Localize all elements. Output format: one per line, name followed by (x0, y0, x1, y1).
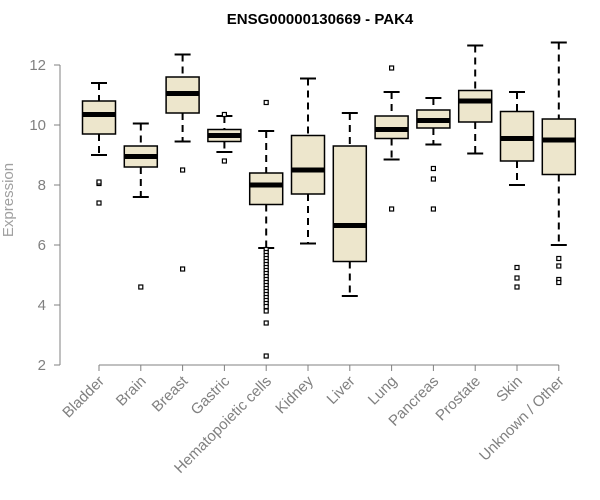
x-tick-label: Brain (113, 373, 150, 410)
y-tick-label: 2 (38, 357, 46, 374)
x-tick-label: Lung (365, 373, 401, 409)
chart-title: ENSG00000130669 - PAK4 (227, 11, 414, 28)
outlier-point (263, 303, 269, 310)
box-brain (123, 122, 159, 290)
outlier-point (263, 353, 269, 359)
iqr-box (457, 89, 493, 123)
x-tick-label: Kidney (272, 372, 317, 417)
y-axis: 2 4 6 8 10 12 (29, 57, 61, 374)
outlier-point (263, 308, 269, 314)
x-tick-label: Skin (493, 373, 526, 406)
outlier-point (96, 200, 102, 206)
outlier-point (96, 179, 102, 185)
outlier-point (180, 266, 186, 272)
outlier-point (430, 176, 436, 182)
boxes-group (81, 41, 577, 359)
iqr-box (290, 134, 326, 195)
x-tick-label: Prostate (432, 373, 484, 425)
outlier-point (514, 284, 520, 290)
x-tick-label: Bladder (59, 373, 108, 422)
box-pancreas (416, 97, 451, 212)
y-tick-label: 10 (29, 117, 46, 134)
outlier-point (389, 65, 395, 71)
box-hematopoietic-cells (248, 99, 284, 359)
outlier-point (556, 279, 562, 286)
box-gastric (207, 111, 242, 164)
iqr-box (541, 118, 577, 176)
outlier-point (430, 206, 436, 212)
outlier-point (221, 111, 227, 118)
iqr-box (248, 172, 284, 206)
outlier-point (514, 264, 520, 271)
box-skin (499, 91, 535, 290)
outlier-point (180, 167, 186, 173)
outlier-point (263, 320, 269, 326)
box-lung (374, 65, 409, 212)
box-breast (165, 53, 200, 272)
box-unknown-other (541, 41, 577, 286)
box-prostate (457, 44, 493, 155)
y-axis-label: Expression (0, 163, 17, 237)
outlier-point (263, 99, 269, 106)
outlier-point (556, 263, 562, 269)
box-bladder (81, 82, 117, 206)
y-tick-label: 8 (38, 177, 46, 194)
x-tick-label: Breast (149, 372, 192, 415)
outlier-point (514, 275, 520, 281)
outlier-point (138, 284, 144, 290)
y-tick-label: 6 (38, 237, 46, 254)
outlier-point (556, 255, 562, 262)
box-kidney (290, 77, 326, 245)
iqr-box (81, 100, 117, 135)
outlier-point (221, 158, 227, 164)
iqr-box (332, 145, 368, 263)
outlier-point (389, 206, 395, 212)
y-tick-label: 4 (38, 297, 46, 314)
y-tick-label: 12 (29, 57, 46, 74)
outlier-point (430, 165, 436, 172)
x-tick-label: Liver (324, 373, 359, 408)
box-liver (332, 112, 368, 297)
